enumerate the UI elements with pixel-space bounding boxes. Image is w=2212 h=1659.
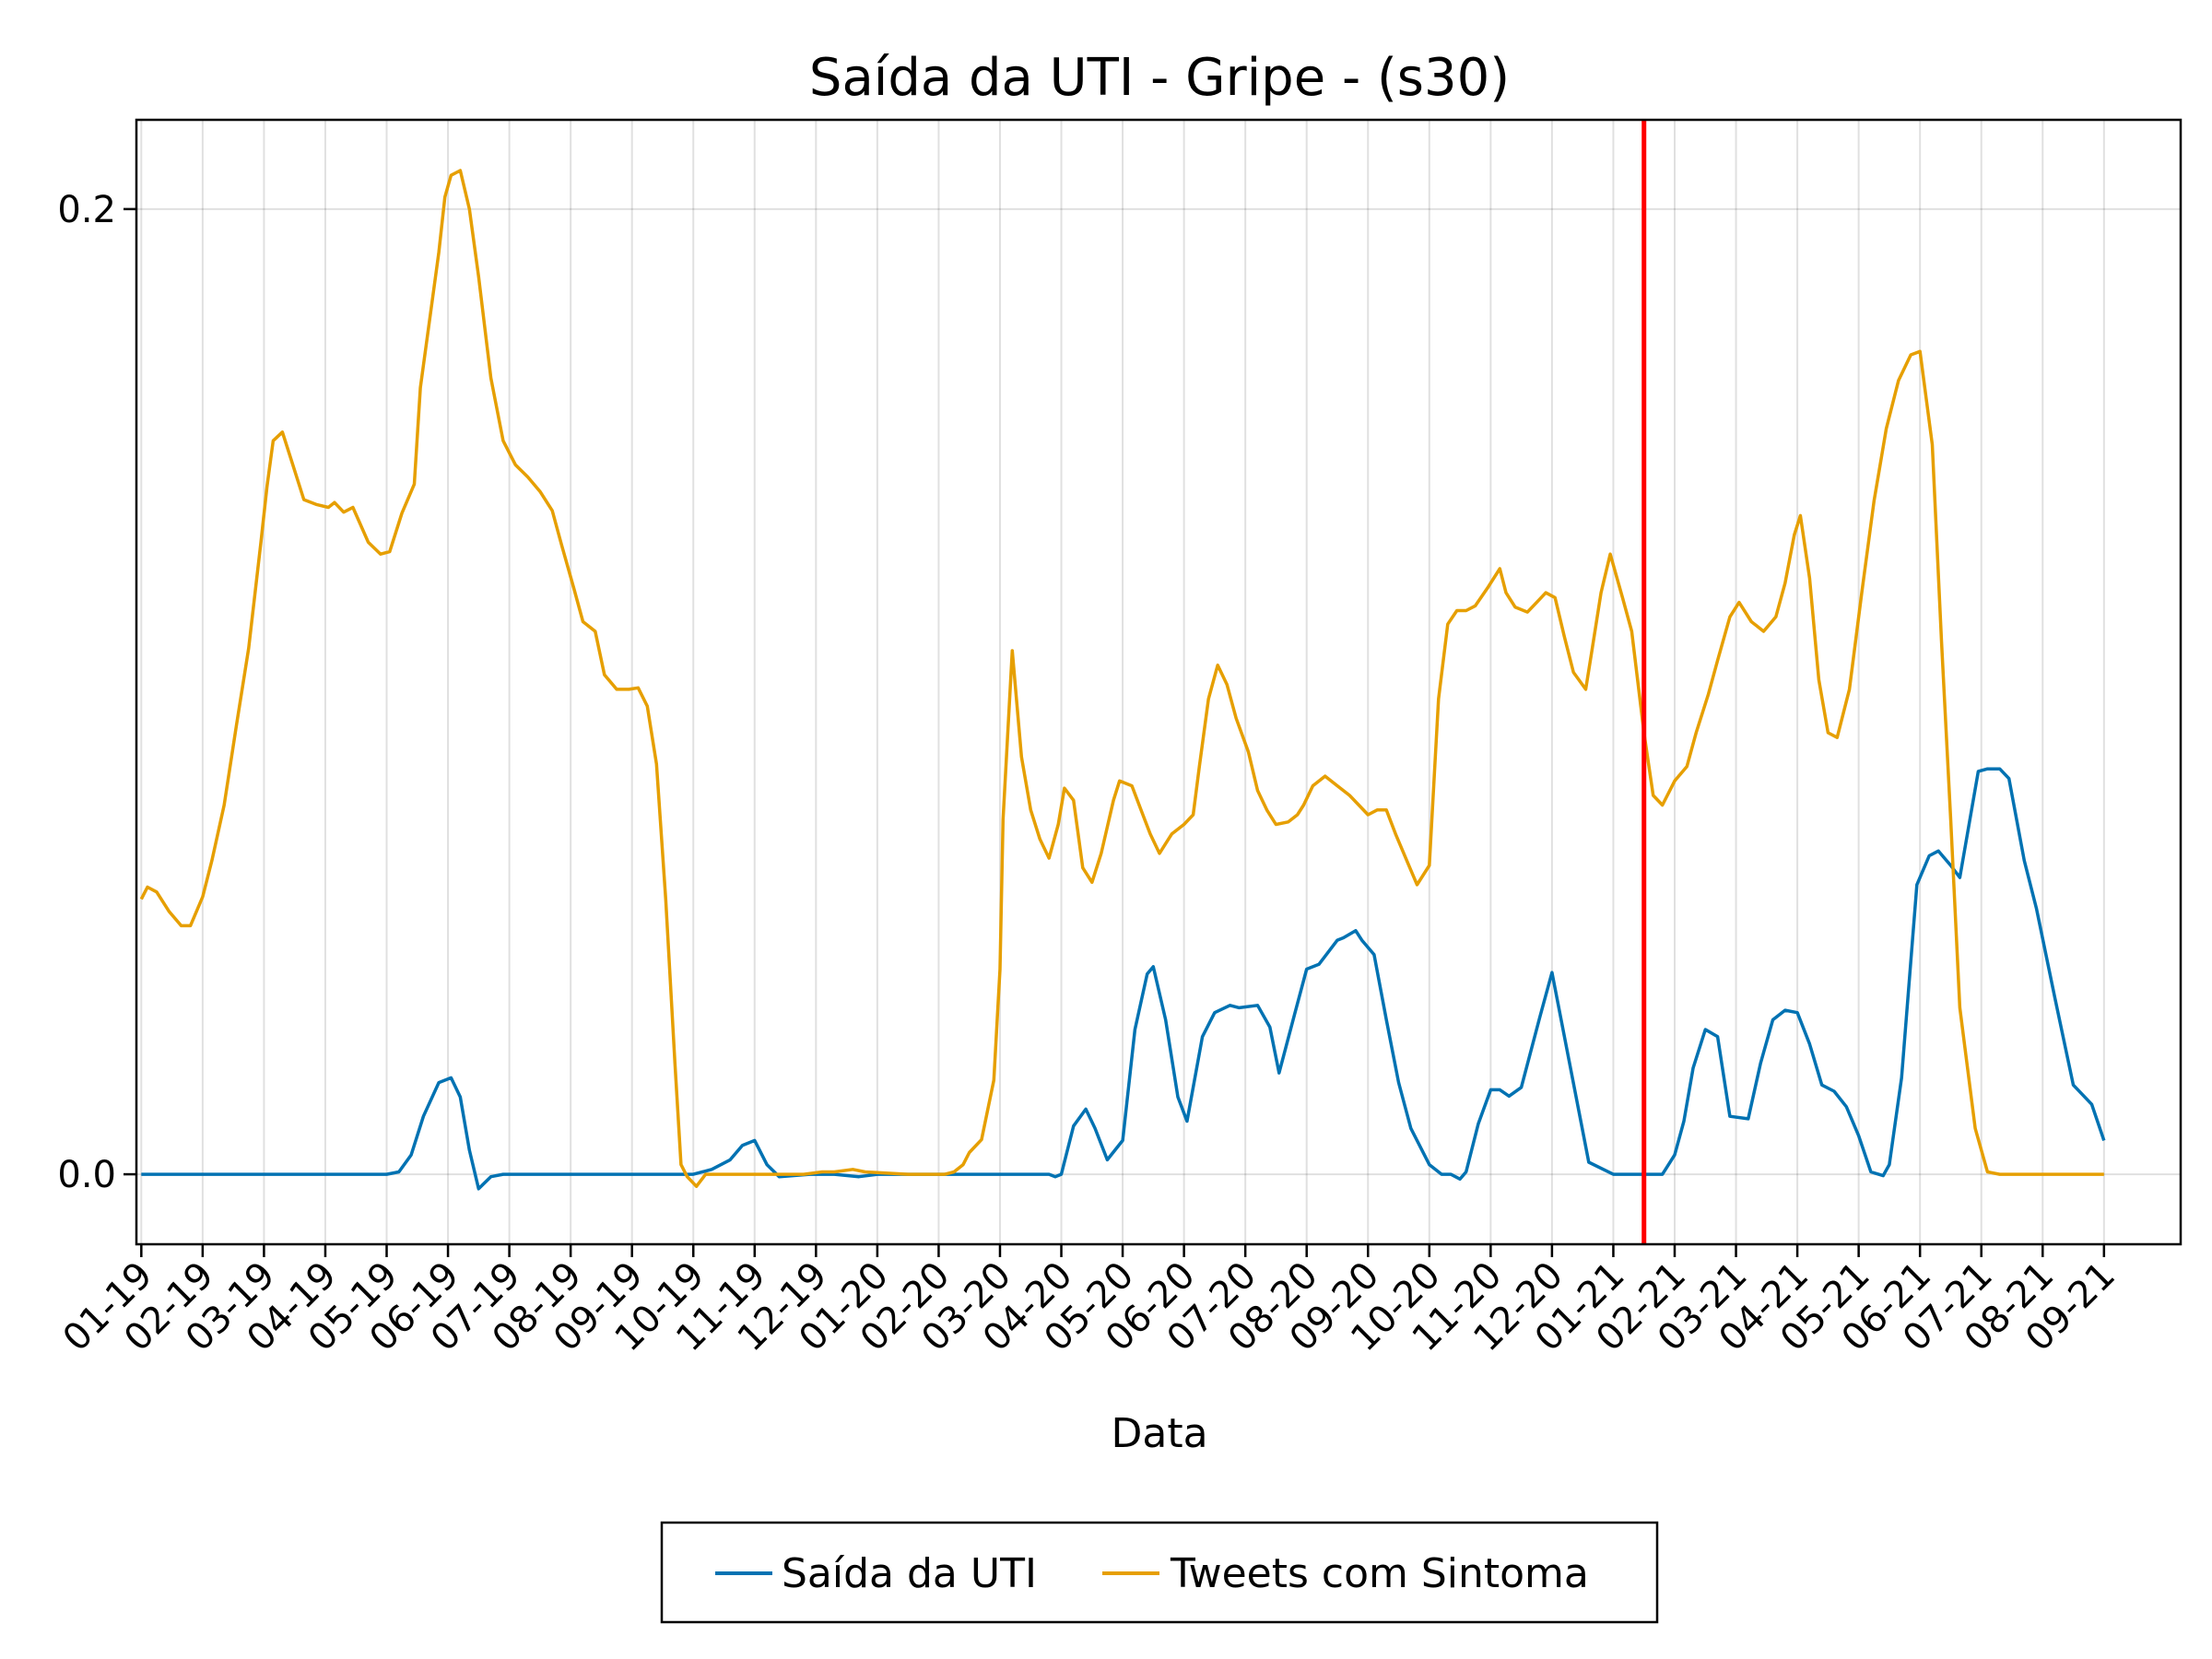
legend-label-tweets: Tweets com Sintoma: [1170, 1550, 1589, 1597]
y-axis-ticks: 0.0 0.2: [57, 189, 136, 1196]
y-tick-label: 0.0: [57, 1154, 116, 1196]
y-tick-label: 0.2: [57, 189, 116, 231]
x-axis-label: Data: [1111, 1410, 1207, 1457]
series-line-0: [141, 767, 2106, 1191]
legend: Saída da UTI Tweets com Sintoma: [660, 1521, 1659, 1624]
grid: [136, 120, 2181, 1244]
series-layer: [139, 169, 2106, 1191]
plot-frame: [135, 118, 2183, 1246]
x-axis-ticks: 01-1902-1903-1904-1905-1906-1907-1908-19…: [55, 1244, 2124, 1359]
chart-title: Saída da UTI - Gripe - (s30): [809, 48, 1510, 108]
series-line-1: [139, 169, 2104, 1188]
legend-label-saida-uti: Saída da UTI: [782, 1550, 1037, 1597]
